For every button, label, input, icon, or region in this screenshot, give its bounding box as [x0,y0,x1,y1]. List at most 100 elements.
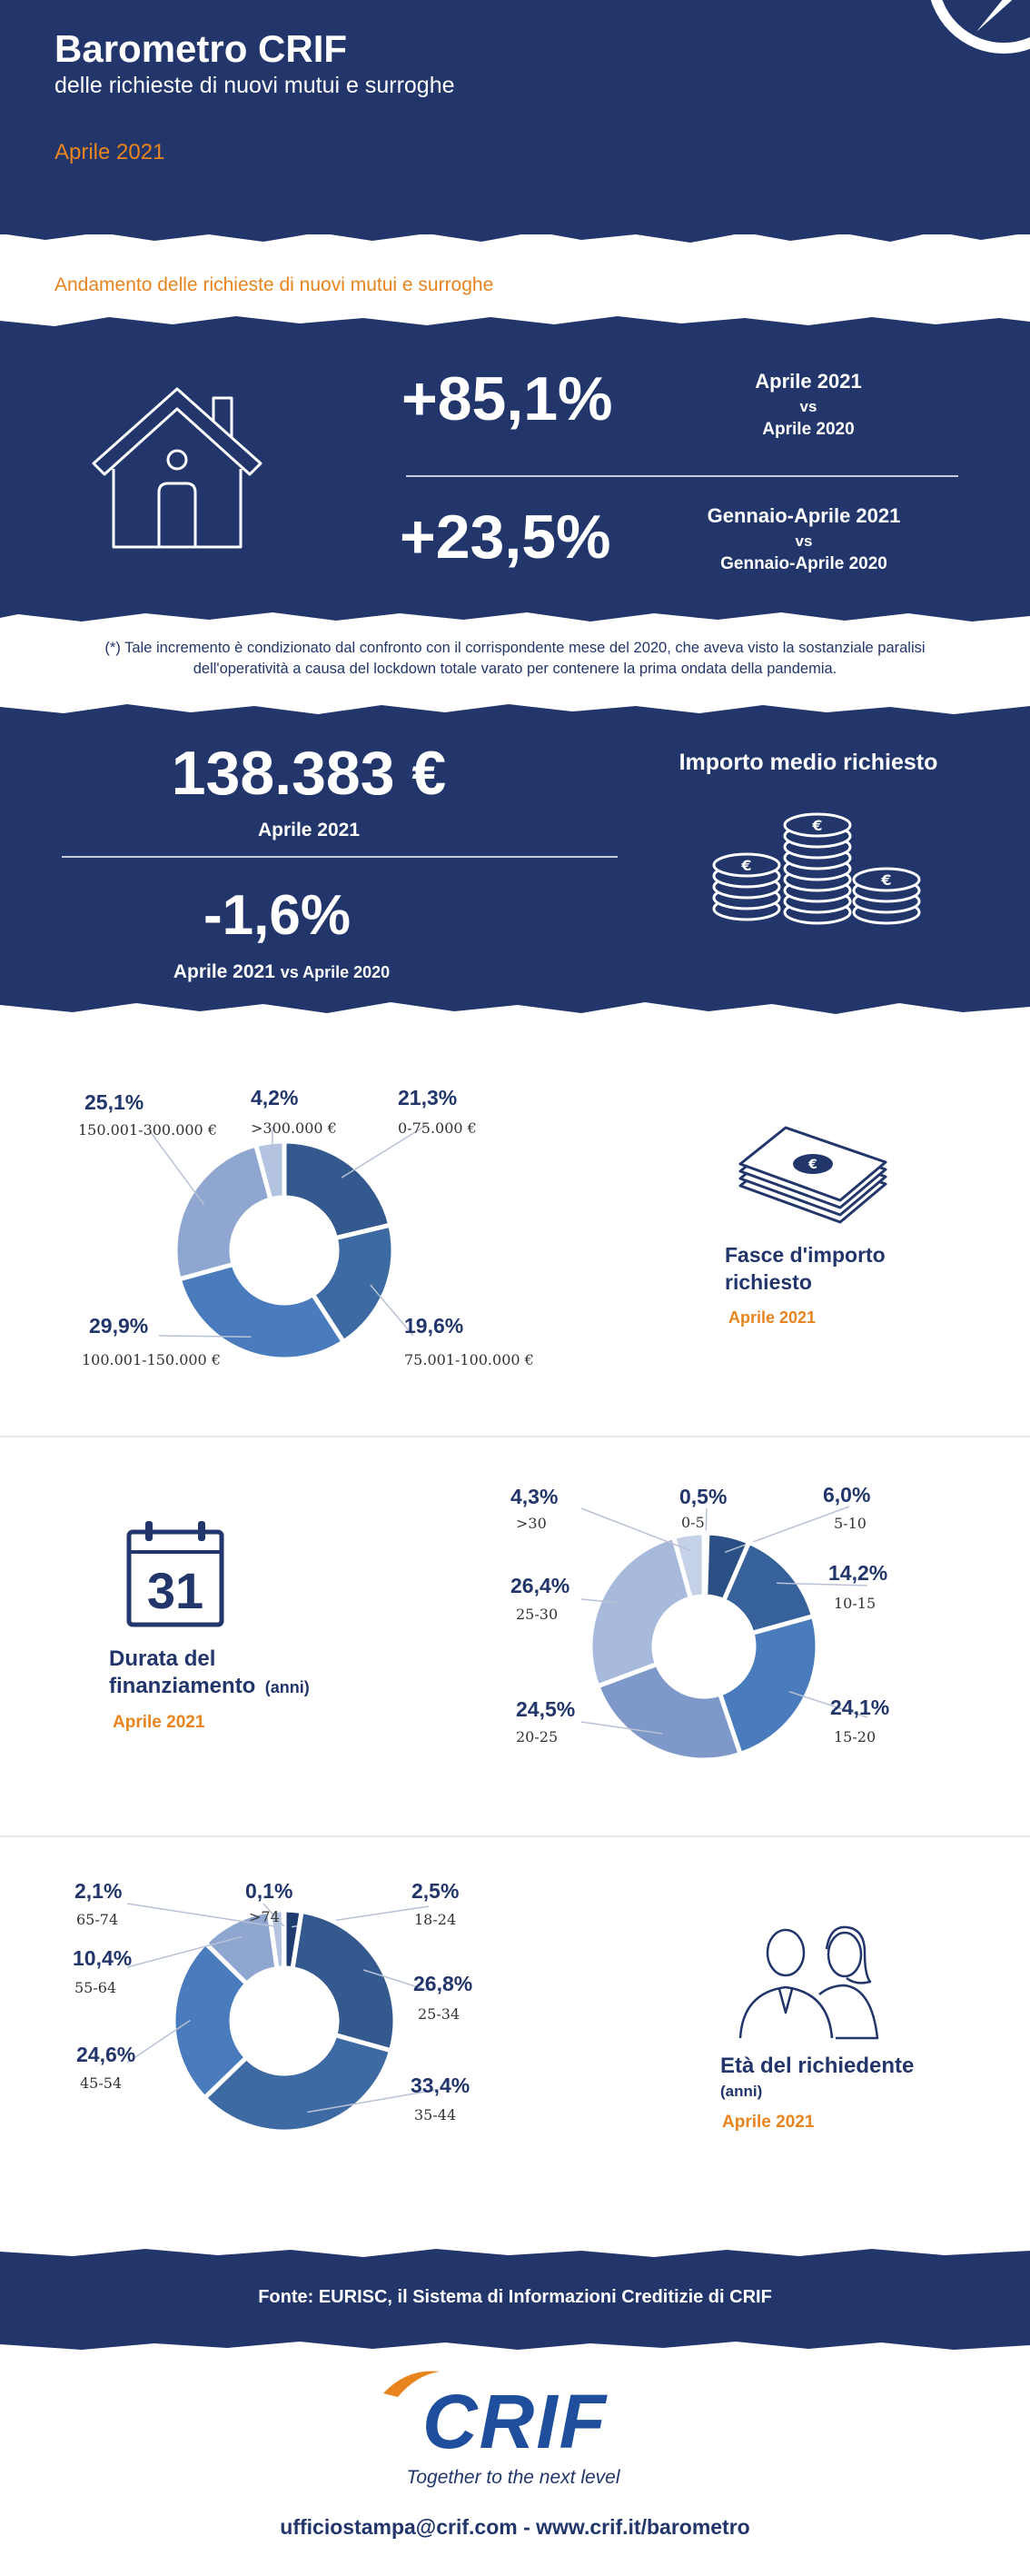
eta-label-cat-6: >74 [249,1908,280,1925]
stat2-label-line1: Gennaio-Aprile 2021 [707,504,901,527]
durata-label-cat-1: 5-10 [834,1515,867,1532]
amount-change-period-a: Aprile 2021 [173,961,275,982]
header-period: Aprile 2021 [54,140,165,164]
eta-slice-2 [201,2032,394,2134]
eta-label-pct-3: 24,6% [76,2043,136,2066]
trend-note-line2: dell'operatività a causa del lockdown to… [193,661,837,677]
fasce-slice-3 [173,1142,273,1282]
fasce-label-cat-0: 0-75.000 € [398,1119,477,1137]
coin-stack-left [712,852,781,921]
durata-slice-6 [670,1530,707,1602]
trend-torn-bottom [0,609,1030,622]
durata-period: Aprile 2021 [113,1713,205,1732]
durata-label-pct-4: 24,5% [516,1697,576,1721]
durata-title-word: finanziamento [109,1674,256,1698]
durata-label-cat-2: 10-15 [834,1595,876,1612]
trend-band [0,327,1030,611]
trend-torn-top [0,316,1030,330]
fasce-label-pct-4: 4,2% [251,1086,299,1109]
fasce-label-cat-2: 100.001-150.000 € [82,1351,221,1368]
eta-period: Aprile 2021 [722,2113,815,2132]
amount-change-period-b: vs Aprile 2020 [280,963,391,981]
durata-slice-4 [594,1661,744,1763]
calendar-day: 31 [146,1562,204,1619]
durata-label-cat-3: 15-20 [834,1728,876,1746]
fasce-label-cat-1: 75.001-100.000 € [404,1351,534,1368]
eta-label-cat-3: 45-54 [80,2074,123,2092]
durata-label-pct-3: 24,1% [830,1696,890,1719]
people-icon [738,1925,879,2040]
eta-label-cat-1: 25-34 [418,2005,461,2023]
eta-slice-3 [171,1939,251,2102]
fasce-leader-line-0 [341,1124,428,1179]
eta-label-cat-4: 55-64 [74,1979,117,1996]
fasce-label-pct-0: 21,3% [398,1086,458,1109]
durata-slice-5 [588,1534,694,1690]
svg-text:€: € [811,817,822,834]
fasce-slice-4 [253,1139,287,1203]
durata-label-cat-4: 20-25 [516,1728,559,1746]
fasce-slice-0 [282,1139,393,1241]
eta-leader-line-1 [363,1969,428,1991]
trend-divider [406,475,958,477]
fasce-slice-1 [310,1222,396,1346]
amount-value: 138.383 € [171,739,447,808]
footer-source: Fonte: EURISC, il Sistema di Informazion… [258,2287,772,2307]
amount-band [0,716,1030,1000]
header-torn-edge [0,227,1030,243]
durata-label-cat-5: 25-30 [516,1606,559,1623]
durata-label-pct-0: 0,5% [679,1485,728,1508]
trend-note-line1: (*) Tale incremento è condizionato dal c… [104,640,926,656]
eta-label-pct-5: 2,1% [74,1879,123,1903]
durata-label-pct-2: 14,2% [828,1561,888,1585]
eta-slice-6 [281,1907,287,1971]
eta-leader-line-5 [126,1903,278,1928]
eta-label-pct-6: 0,1% [245,1879,293,1903]
fasce-label-cat-3: 150.001-300.000 € [78,1121,217,1139]
fasce-label-pct-3: 25,1% [84,1090,144,1114]
calendar-icon [126,1521,224,1627]
trend-section-title: Andamento delle richieste di nuovi mutui… [54,274,494,295]
banknotes-icon: € [738,1126,887,1224]
durata-label-pct-5: 26,4% [510,1574,570,1597]
fasce-leader-line-1 [370,1284,414,1337]
durata-leader-line-4 [580,1721,663,1735]
durata-title-line2: finanziamento (anni) [109,1674,310,1699]
crif-logo: CRIF [422,2379,608,2464]
stat1-label-line2: vs [799,398,817,415]
page-title: Barometro CRIF [54,27,348,70]
durata-label-cat-6: >30 [516,1515,547,1532]
footer-torn-bottom [0,2339,1030,2350]
stat2-label-line3: Gennaio-Aprile 2020 [720,554,887,573]
svg-text:€: € [880,871,891,889]
stat1-value: +85,1% [401,364,613,433]
fasce-slice-2 [176,1261,347,1362]
house-icon [92,387,262,549]
amount-change: -1,6% [203,884,351,947]
stat1-label-line1: Aprile 2021 [755,370,862,393]
durata-label-pct-1: 6,0% [823,1483,871,1507]
svg-text:€: € [740,857,751,874]
page-subtitle: delle richieste di nuovi mutui e surrogh… [54,73,455,98]
footer-band [0,2257,1030,2341]
eta-label-cat-0: 18-24 [414,1911,457,1928]
durata-leader-line-6 [580,1507,691,1552]
durata-title-line1: Durata del [109,1646,216,1671]
eta-leader-line-6 [262,1903,285,1927]
fasce-label-pct-1: 19,6% [404,1314,464,1338]
amount-title: Importo medio richiesto [678,750,938,775]
eta-leader-line-2 [307,2089,437,2114]
durata-label-pct-6: 4,3% [510,1485,559,1508]
stat1-label-line3: Aprile 2020 [762,420,855,439]
durata-leader-line-3 [788,1691,868,1718]
crif-logo-swoosh [383,2371,440,2397]
durata-slice-3 [717,1613,820,1757]
footer-contact[interactable]: ufficiostampa@crif.com - www.crif.it/bar… [280,2515,750,2539]
fasce-period: Aprile 2021 [728,1308,817,1327]
compass-icon [930,0,1030,54]
amount-torn-top [0,704,1030,718]
stat2-label-line2: vs [795,532,813,550]
amount-value-period: Aprile 2021 [257,820,361,840]
